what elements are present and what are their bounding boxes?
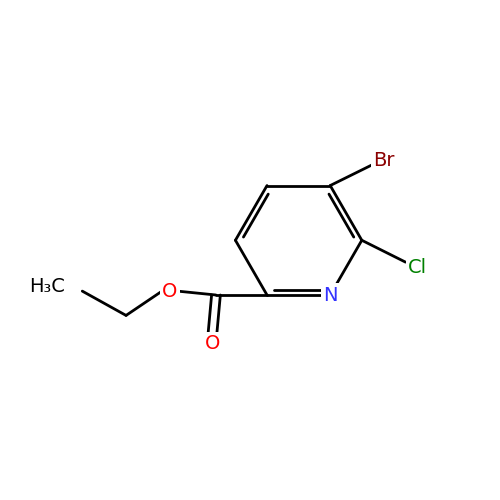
Text: N: N — [323, 286, 338, 304]
Text: O: O — [162, 282, 178, 300]
Text: O: O — [204, 334, 220, 353]
Text: Br: Br — [373, 151, 394, 170]
Text: H₃C: H₃C — [30, 277, 66, 296]
Text: Cl: Cl — [408, 258, 428, 278]
